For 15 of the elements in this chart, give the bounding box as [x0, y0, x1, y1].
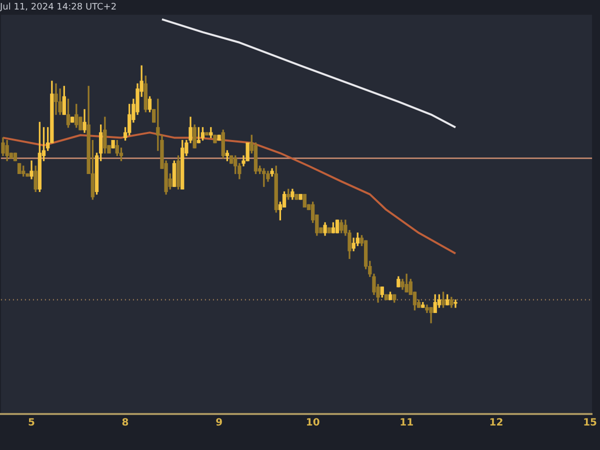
- candlestick: [213, 134, 217, 144]
- candlestick: [17, 163, 22, 174]
- x-tick-label: 11: [400, 418, 414, 429]
- candlestick: [111, 140, 115, 148]
- x-tick-label: 9: [216, 418, 223, 429]
- candlestick: [217, 134, 221, 141]
- candlestick: [298, 194, 302, 200]
- x-tick-label: 15: [583, 418, 598, 429]
- x-tick-label: 8: [122, 418, 129, 429]
- x-tick-label: 10: [306, 418, 320, 429]
- candlestick: [204, 132, 209, 136]
- x-tick-label: 12: [489, 418, 504, 429]
- candlestick: [335, 220, 340, 234]
- candlestick: [294, 194, 298, 200]
- x-tick-label: 5: [28, 418, 36, 429]
